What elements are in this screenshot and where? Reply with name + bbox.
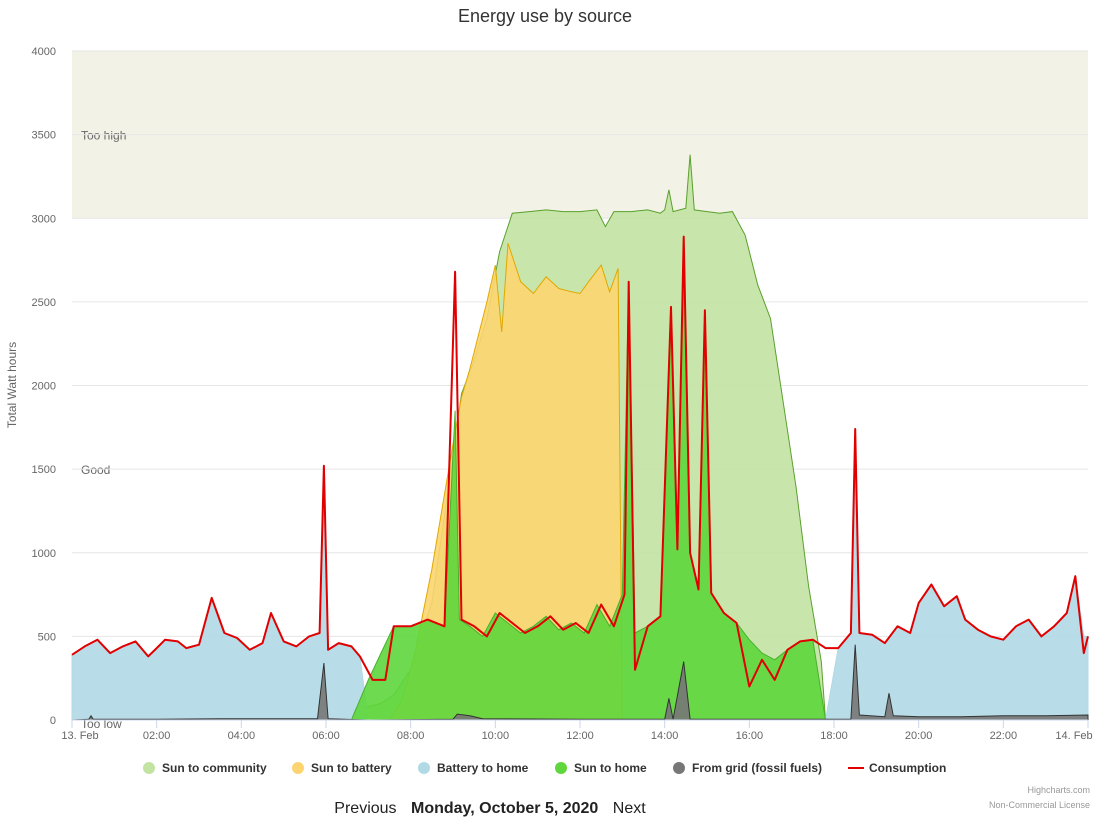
x-tick-label-2: 04:00: [228, 730, 256, 742]
legend-symbol-0: [143, 762, 155, 774]
legend-item-5[interactable]: Consumption: [848, 761, 946, 775]
y-tick-label-2: 1000: [32, 548, 56, 560]
legend-symbol-3: [555, 762, 567, 774]
x-tick-label-10: 20:00: [905, 730, 933, 742]
x-tick-label-4: 08:00: [397, 730, 425, 742]
legend-item-0[interactable]: Sun to community: [143, 761, 267, 775]
date-navigation: Previous Monday, October 5, 2020 Next: [0, 800, 980, 818]
y-axis-title: Total Watt hours: [5, 342, 19, 428]
series-line-5: [71, 235, 1089, 688]
series-areas: [71, 154, 1089, 721]
y-tick-label-1: 500: [38, 631, 56, 643]
legend-item-4[interactable]: From grid (fossil fuels): [673, 761, 822, 775]
legend[interactable]: Sun to community Sun to battery Battery to…: [143, 761, 946, 775]
x-tick-label-5: 10:00: [482, 730, 510, 742]
x-tick-label-0: 13. Feb: [61, 730, 98, 742]
legend-label-0: Sun to community: [162, 761, 267, 775]
plot-band-label-0: Too high: [81, 129, 126, 143]
legend-item-3[interactable]: Sun to home: [555, 761, 647, 775]
current-date: Monday, October 5, 2020: [411, 800, 599, 817]
legend-label-1: Sun to battery: [311, 761, 392, 775]
x-tick-label-9: 18:00: [820, 730, 848, 742]
credits-line2: Non-Commercial License: [988, 800, 1090, 810]
credits-line1[interactable]: Highcharts.com: [1027, 785, 1090, 795]
legend-symbol-4: [673, 762, 685, 774]
legend-item-2[interactable]: Battery to home: [418, 761, 529, 775]
x-tick-label-7: 14:00: [651, 730, 679, 742]
legend-label-3: Sun to home: [574, 761, 647, 775]
legend-item-1[interactable]: Sun to battery: [292, 761, 392, 775]
legend-label-5: Consumption: [869, 761, 946, 775]
chart-title: Energy use by source: [458, 6, 632, 26]
y-tick-label-0: 0: [50, 715, 56, 727]
series-area-3: [350, 236, 827, 721]
x-tick-label-8: 16:00: [736, 730, 764, 742]
series-area-4: [71, 644, 1089, 721]
y-tick-label-5: 2500: [32, 297, 56, 309]
y-tick-label-6: 3000: [32, 213, 56, 225]
legend-symbol-2: [418, 762, 430, 774]
y-tick-label-8: 4000: [32, 46, 56, 58]
axes: 0 500 1000 1500 2000 2500 3000 3500 4000 13. Feb 0…: [32, 46, 1093, 742]
x-tick-label-12: 14. Feb: [1055, 730, 1092, 742]
x-tick-label-3: 06:00: [312, 730, 340, 742]
series-lines: [71, 235, 1089, 688]
next-link[interactable]: Next: [612, 800, 646, 817]
x-tick-label-6: 12:00: [566, 730, 594, 742]
previous-link[interactable]: Previous: [334, 800, 397, 817]
y-tick-label-7: 3500: [32, 130, 56, 142]
legend-label-4: From grid (fossil fuels): [692, 761, 822, 775]
legend-symbol-1: [292, 762, 304, 774]
y-tick-label-3: 1500: [32, 464, 56, 476]
legend-label-2: Battery to home: [437, 761, 529, 775]
x-tick-label-11: 22:00: [990, 730, 1018, 742]
y-tick-label-4: 2000: [32, 381, 56, 393]
plot-band-label-1: Good: [81, 463, 110, 477]
x-tick-label-1: 02:00: [143, 730, 171, 742]
